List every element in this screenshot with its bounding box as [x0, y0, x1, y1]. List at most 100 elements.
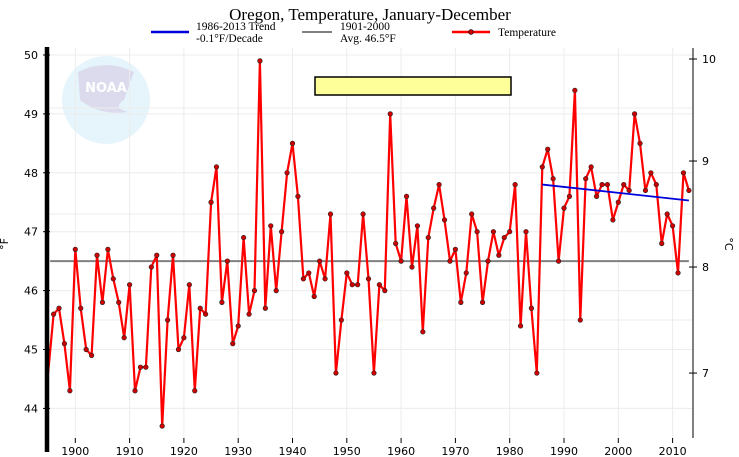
temperature-point — [420, 329, 426, 335]
y-tick-label: 48 — [24, 167, 38, 180]
temperature-point — [686, 187, 692, 194]
temperature-point — [539, 164, 545, 170]
temperature-point — [186, 282, 192, 288]
y-right-tick-label: 10 — [702, 53, 716, 66]
temperature-point — [452, 246, 459, 252]
temperature-point — [159, 423, 165, 429]
x-tick-label: 1930 — [224, 445, 252, 457]
temperature-point — [371, 370, 377, 376]
temperature-point — [241, 234, 247, 241]
temperature-point — [99, 299, 106, 305]
temperature-point — [555, 258, 562, 264]
temperature-point — [132, 388, 138, 394]
legend-temperature-marker — [468, 29, 474, 35]
temperature-point — [148, 264, 154, 270]
temperature-point — [230, 341, 236, 347]
temperature-point — [593, 193, 600, 199]
x-axis-ticks: 1900 1910 1920 1930 1940 1950 1960 1970 1980 1990… — [61, 438, 687, 457]
temperature-point — [203, 311, 209, 317]
trend-layer — [542, 183, 689, 202]
temperature-point — [360, 211, 366, 217]
temperature-point — [170, 252, 176, 258]
temperature-point — [393, 240, 399, 247]
temperature-point — [631, 111, 638, 117]
temperature-point — [653, 181, 659, 188]
temperature-point — [300, 276, 306, 282]
temperature-point — [235, 323, 241, 329]
temperature-point — [165, 317, 171, 323]
temperature-point — [414, 223, 420, 229]
x-tick-label: 2010 — [659, 445, 687, 457]
temperature-point — [485, 258, 491, 264]
temperature-point — [137, 364, 144, 370]
temperature-point — [642, 187, 649, 194]
x-tick-label: 1900 — [61, 445, 89, 457]
temperature-point — [458, 299, 464, 305]
y-tick-label: 49 — [24, 108, 38, 121]
temperature-point — [295, 193, 301, 199]
x-tick-label: 1980 — [496, 445, 524, 457]
temperature-point — [181, 335, 187, 341]
temperature-point — [577, 317, 583, 323]
temperature-point — [246, 311, 252, 317]
y-axis-label-c: °C — [722, 237, 735, 251]
temperature-point — [637, 140, 643, 146]
temperature-point — [588, 164, 594, 170]
temperature-point — [224, 258, 230, 264]
x-tick-label: 1960 — [387, 445, 415, 457]
y-tick-label: 47 — [24, 226, 38, 239]
temperature-point — [403, 193, 410, 199]
temperature-point — [143, 364, 149, 370]
temperature-point — [441, 217, 448, 223]
y-right-tick-label: 8 — [702, 261, 709, 274]
temperature-point — [279, 229, 285, 235]
temperature-point — [50, 311, 57, 317]
temperature-point — [566, 193, 573, 199]
temperature-point — [311, 293, 317, 300]
x-tick-label: 1950 — [333, 445, 361, 457]
temperature-point — [425, 234, 431, 241]
legend-temperature-label: Temperature — [498, 27, 556, 39]
temperature-point — [83, 346, 89, 353]
temperature-point — [507, 229, 513, 235]
y-tick-label: 45 — [24, 344, 38, 357]
temperature-point — [94, 252, 100, 258]
legend-average-label-2: Avg. 46.5°F — [340, 33, 396, 45]
temperature-point — [648, 170, 654, 176]
temperature-point — [208, 199, 214, 205]
temperature-point — [626, 187, 632, 194]
annotation-box — [314, 76, 512, 96]
temperature-point — [154, 252, 160, 258]
temperature-point — [197, 305, 203, 311]
x-tick-label: 1970 — [441, 445, 469, 457]
temperature-point — [398, 258, 404, 264]
temperature-point — [327, 211, 334, 217]
temperature-point — [447, 258, 453, 264]
temperature-point — [479, 299, 486, 305]
temperature-point — [284, 170, 290, 176]
temperature-point — [675, 270, 681, 276]
noaa-logo-gull — [78, 65, 134, 113]
noaa-logo-text: NOAA — [85, 81, 127, 96]
x-tick-label: 1910 — [116, 445, 144, 457]
temperature-point — [61, 341, 68, 347]
temperature-point — [213, 164, 220, 170]
x-tick-label: 2000 — [604, 445, 632, 457]
temperature-point — [409, 264, 415, 270]
legend-average-label-1: 1901-2000 — [340, 21, 390, 33]
temperature-point — [56, 305, 62, 311]
legend-trend-label-1: 1986-2013 Trend — [196, 21, 276, 33]
temperature-point — [431, 205, 437, 211]
temperature-point — [436, 181, 442, 188]
temperature-point — [604, 181, 611, 188]
temperature-point — [534, 370, 540, 376]
temperature-point — [251, 288, 258, 294]
y-tick-label: 44 — [24, 402, 38, 415]
temperature-point — [550, 176, 556, 182]
x-tick-label: 1920 — [170, 445, 198, 457]
temperature-point — [289, 140, 296, 146]
temperature-point — [219, 299, 225, 305]
legend: 1986-2013 Trend -0.1°F/Decade 1901-2000 … — [151, 21, 556, 45]
temperature-point — [317, 258, 323, 264]
temperature-point — [268, 223, 274, 229]
